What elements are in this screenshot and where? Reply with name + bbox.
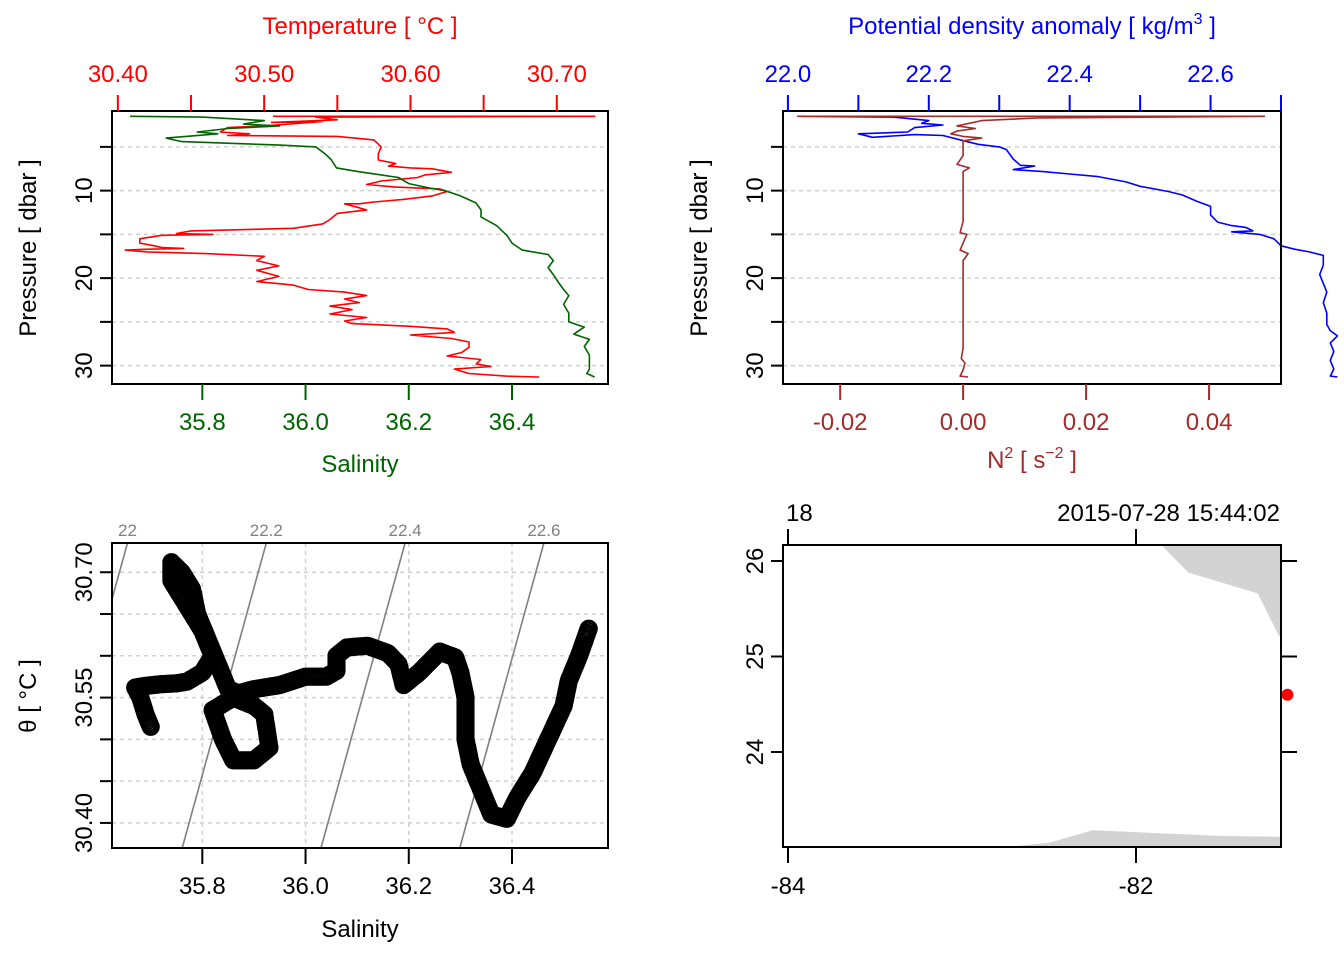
p2-top-axis-title: Potential density anomaly [ kg/m3 ] xyxy=(848,11,1216,40)
p1-y-tick-label: 10 xyxy=(71,177,98,204)
p4-x-tick-label: -84 xyxy=(771,873,806,900)
p2-y-axis-title: Pressure [ dbar ] xyxy=(686,159,713,336)
p1-top-tick-label: 30.60 xyxy=(380,61,440,88)
p2-gridlines xyxy=(783,146,1281,367)
panel-ts-diagram: 22 22.2 22.4 22.6 35.8 36.0 36.2 36.4 30.40 30.55… xyxy=(15,521,609,943)
p4-datetime-label: 2015-07-28 15:44:02 xyxy=(1057,500,1280,527)
p3-x-tick-label: 35.8 xyxy=(179,873,226,900)
p3-isopycnal-line xyxy=(112,543,129,603)
p2-bottom-title-mid: [ s xyxy=(1013,447,1045,474)
p4-station-marker xyxy=(1281,688,1294,701)
p3-y-axis-title: θ [ °C ] xyxy=(15,659,42,733)
p2-top-title-sup: 3 xyxy=(1194,11,1203,28)
p2-bottom-tick-label: 0.04 xyxy=(1186,409,1233,436)
p4-land xyxy=(1005,545,1281,847)
p3-point xyxy=(579,619,598,638)
p1-series-salinity xyxy=(130,115,595,378)
p1-axes: 10 20 30 30.40 30.50 30.60 30.70 35.8 36.0 36.2 36… xyxy=(71,61,587,436)
p2-y-tick-label: 20 xyxy=(742,265,769,292)
p3-point xyxy=(172,673,191,692)
p3-isopycnal-line xyxy=(320,543,406,848)
p1-y-tick-label: 30 xyxy=(71,352,98,379)
p1-y-axis-title: Pressure [ dbar ] xyxy=(15,159,42,336)
p2-bottom-tick-label: 0.00 xyxy=(940,409,987,436)
p3-plot-frame xyxy=(111,542,609,849)
p3-point xyxy=(152,675,170,694)
p4-station xyxy=(1281,688,1294,701)
p3-isopycnal-label: 22.4 xyxy=(389,521,422,540)
panel-temperature-salinity-profile: 10 20 30 30.40 30.50 30.60 30.70 35.8 36.0 36.2 36… xyxy=(15,13,609,478)
p3-x-axis-title: Salinity xyxy=(321,916,398,943)
p2-top-title-end: ] xyxy=(1203,13,1216,40)
p1-series xyxy=(124,115,596,378)
p2-series-n2 xyxy=(797,115,1266,378)
p2-top-tick-label: 22.4 xyxy=(1046,61,1093,88)
p4-station-number-label: 18 xyxy=(786,500,813,527)
p1-bottom-tick-label: 36.2 xyxy=(385,409,432,436)
p3-x-tick-label: 36.2 xyxy=(385,873,432,900)
p4-land-polygon xyxy=(1162,545,1281,636)
p1-bottom-tick-label: 36.0 xyxy=(282,409,329,436)
p2-top-title-main: Potential density anomaly [ kg/m xyxy=(848,13,1194,40)
p1-series-temperature xyxy=(124,115,596,378)
p2-bottom-title-sup: 2 xyxy=(1004,445,1013,462)
p3-isopycnal-label: 22.6 xyxy=(527,521,560,540)
p3-y-tick-label: 30.40 xyxy=(71,793,98,853)
p3-isopycnal-line xyxy=(459,543,545,848)
p4-x-tick-label: -82 xyxy=(1119,873,1154,900)
p2-top-tick-label: 22.2 xyxy=(905,61,952,88)
p4-axes: -84-82-80242526 xyxy=(742,529,1297,900)
p2-bottom-title-end: ] xyxy=(1064,447,1077,474)
p2-top-tick-label: 22.0 xyxy=(765,61,812,88)
p2-bottom-title-sup2: −2 xyxy=(1045,445,1063,462)
p4-land-polygon xyxy=(1005,830,1281,847)
p4-y-tick-label: 25 xyxy=(742,643,769,670)
p3-x-tick-label: 36.4 xyxy=(489,873,536,900)
p1-y-tick-label: 20 xyxy=(71,265,98,292)
p4-y-tick-label: 26 xyxy=(742,548,769,575)
p3-point xyxy=(226,689,245,708)
p3-points xyxy=(126,553,598,828)
p2-bottom-title-main: N xyxy=(987,447,1004,474)
p2-bottom-axis-title: N2 [ s−2 ] xyxy=(987,445,1077,474)
p2-series-potential-density-anomaly xyxy=(801,115,1339,378)
p3-isopycnal-label: 22 xyxy=(118,521,137,540)
p3-axes: 22 22.2 22.4 22.6 35.8 36.0 36.2 36.4 30.40 30.55… xyxy=(71,521,560,900)
p3-isopycnal-label: 22.2 xyxy=(250,521,283,540)
p1-top-tick-label: 30.50 xyxy=(234,61,294,88)
p4-y-tick-label: 24 xyxy=(742,739,769,766)
p1-bottom-tick-label: 36.4 xyxy=(489,409,536,436)
p1-top-axis-title: Temperature [ °C ] xyxy=(263,13,458,40)
p2-y-tick-label: 10 xyxy=(742,177,769,204)
p2-axes: 10 20 30 22.0 22.2 22.4 22.6 -0.02 0.00 0.02 0.04 xyxy=(742,61,1282,436)
p1-bottom-tick-label: 35.8 xyxy=(179,409,226,436)
p2-series xyxy=(797,115,1339,378)
p4-map-frame xyxy=(782,544,1282,848)
p3-y-tick-label: 30.55 xyxy=(71,668,98,728)
p1-top-tick-label: 30.40 xyxy=(88,61,148,88)
p2-bottom-tick-label: 0.02 xyxy=(1063,409,1110,436)
p2-plot-frame xyxy=(782,110,1282,385)
p2-top-tick-label: 22.6 xyxy=(1187,61,1234,88)
p1-top-tick-label: 30.70 xyxy=(527,61,587,88)
p3-point xyxy=(162,674,181,693)
panel-station-map: -84-82-80242526 18 2015-07-28 15:44:02 xyxy=(742,500,1297,900)
p2-y-tick-label: 30 xyxy=(742,352,769,379)
p2-bottom-tick-label: -0.02 xyxy=(813,409,868,436)
p1-bottom-axis-title: Salinity xyxy=(321,451,398,478)
p3-x-tick-label: 36.0 xyxy=(282,873,329,900)
p3-y-tick-label: 30.70 xyxy=(71,542,98,602)
p1-gridlines xyxy=(112,146,608,367)
p1-plot-frame xyxy=(111,110,609,385)
